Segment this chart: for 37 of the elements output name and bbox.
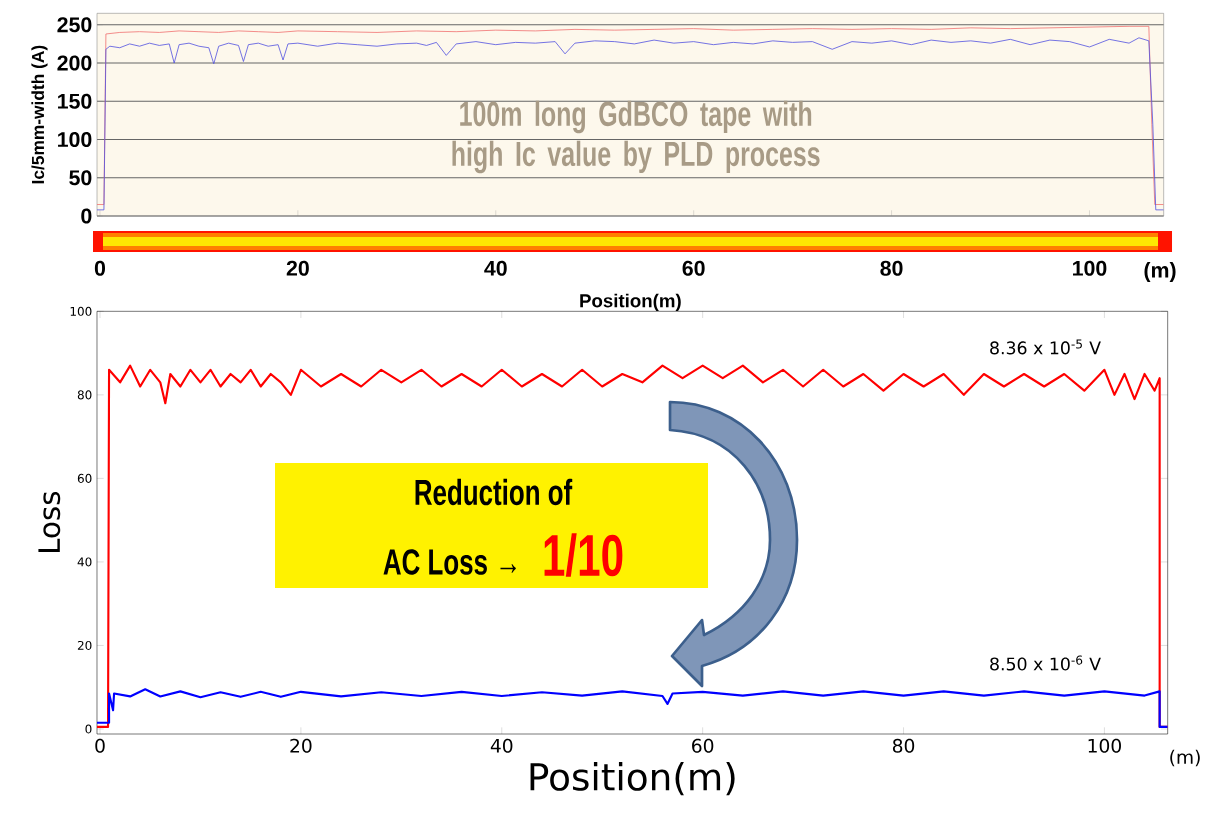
y-tick-label: 100 (70, 306, 92, 316)
y-axis-title: Loss (38, 491, 61, 552)
y-tick-label: 200 (57, 55, 92, 71)
annotation: 8.36 x 10$^{-5}$ V (990, 339, 1101, 355)
y-tick-label: 80 (77, 390, 92, 400)
line-series (97, 688, 1168, 728)
x-tick-label: 40 (490, 738, 513, 753)
y-tick-label: 0 (85, 724, 92, 734)
y-tick-label: 0 (81, 208, 92, 224)
x-tick-label: 80 (880, 260, 903, 276)
x-tick-label: 100 (1073, 260, 1107, 276)
x-tick-label: 20 (290, 738, 312, 753)
x-tick-label: 100 (1088, 738, 1121, 753)
y-tick-label: 60 (77, 473, 92, 483)
text: (m) (1170, 749, 1200, 767)
y-tick-label: 40 (77, 557, 92, 567)
x-axis-title: Position(m) (580, 293, 681, 312)
x-tick-label: 80 (892, 738, 915, 753)
y-tick-label: 20 (77, 640, 92, 650)
annotation: 8.50 x 10$^{-6}$ V (990, 655, 1101, 671)
x-tick-label: 40 (484, 260, 507, 276)
annotation: 1/10 (544, 533, 623, 577)
x-tick-label: 0 (95, 738, 105, 753)
text: (m) (1144, 262, 1176, 282)
annotation: AC Loss → (383, 549, 516, 575)
annotation: Reduction of (415, 478, 573, 506)
y-axis-title: Ic/5mm-width (A) (31, 45, 48, 184)
x-tick-label: 0 (94, 260, 106, 276)
x-tick-label: 60 (692, 738, 714, 753)
x-axis-title: Position(m) (530, 761, 735, 796)
y-tick-label: 100 (58, 131, 92, 148)
y-tick-label: 150 (58, 93, 92, 109)
y-tick-label: 250 (57, 17, 92, 33)
y-tick-label: 50 (69, 170, 92, 186)
x-tick-label: 20 (286, 260, 309, 276)
text: 100m long GdBCO tape with high Ic value by PLD process (452, 100, 820, 174)
x-tick-label: 60 (682, 260, 705, 276)
